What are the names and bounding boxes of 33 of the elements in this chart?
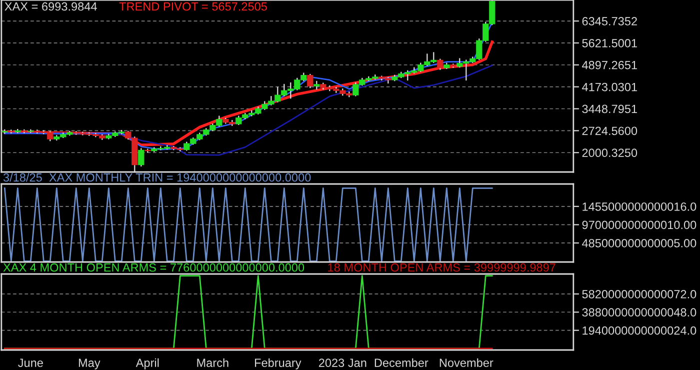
y-tick-label: 970000000000010.00 — [582, 220, 696, 230]
y-tick-label: 6345.7352 — [582, 17, 637, 26]
candlestick — [437, 58, 444, 70]
y-tick-label: 3880000000000048.0 — [582, 308, 696, 317]
y-tick-label: 4897.2651 — [582, 60, 637, 70]
x-tick-label: November — [440, 358, 494, 368]
x-tick-label: May — [78, 358, 100, 370]
y-tick-label: 4173.0301 — [582, 82, 637, 92]
candlestick — [28, 129, 34, 133]
x-tick-label: 2023 Jan — [318, 358, 366, 368]
y-tick-label: 485000000000005.00 — [582, 239, 696, 248]
series-label: 3/18/25 XAX MONTHLY TRIN = 1940000000000000.0000 — [3, 173, 311, 182]
line-series — [4, 64, 493, 156]
text: TREND PIVOT = 5657.2505 — [119, 2, 267, 11]
x-tick-label: April — [136, 358, 159, 370]
y-tick-label: 3448.7951 — [582, 104, 637, 114]
x-tick-label: February — [255, 358, 302, 370]
text: XAX 4 MONTH OPEN ARMS = 7760000000000000.0000 — [3, 263, 304, 272]
y-tick-label: 1940000000000024.0 — [582, 326, 696, 335]
chart-title: XAX = 6993.9844 — [4, 2, 97, 11]
y-tick-label: 2000.3250 — [582, 148, 638, 158]
line-series — [4, 22, 493, 150]
x-tick-label: June — [18, 358, 43, 368]
candlestick — [307, 74, 314, 88]
candlestick — [138, 148, 144, 166]
candlestick — [8, 130, 14, 134]
y-tick-label: 5621.5001 — [582, 38, 637, 48]
y-tick-label: 5820000000000072.0 — [582, 290, 696, 298]
x-tick-label: March — [197, 358, 228, 368]
y-tick-label: 1455000000000016.0 — [582, 202, 696, 211]
y-tick-label: 2724.5600 — [582, 126, 638, 136]
text: 18 MONTH OPEN ARMS = 39999999.9897 — [328, 263, 556, 272]
x-tick-label: December — [374, 358, 428, 368]
